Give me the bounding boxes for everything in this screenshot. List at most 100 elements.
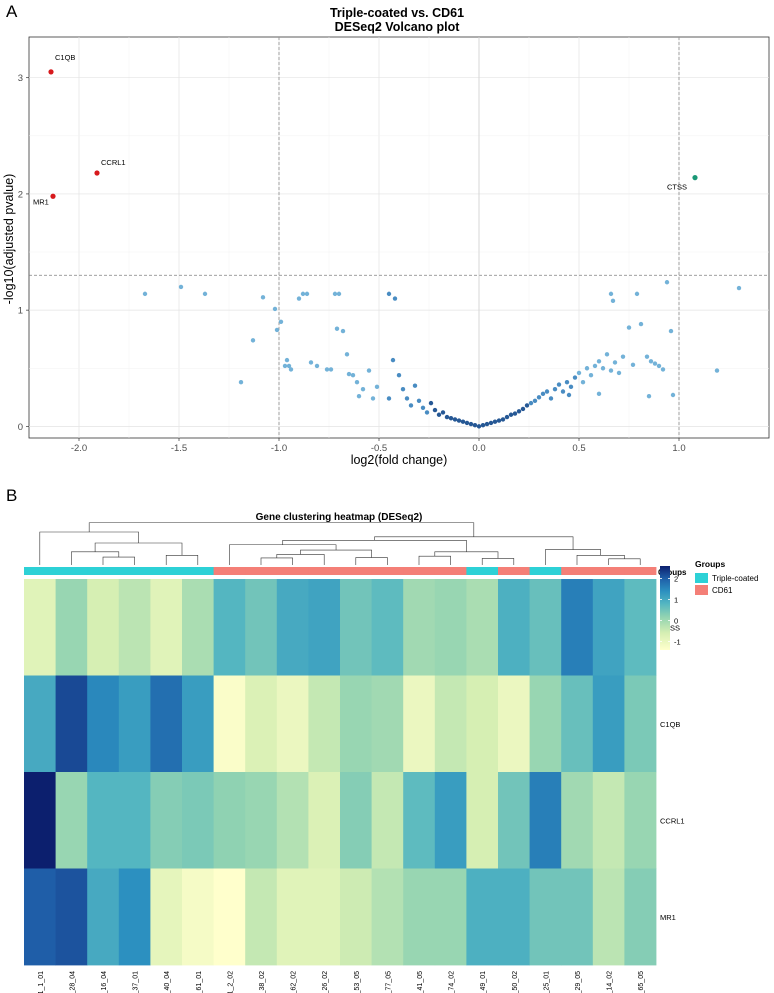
significant-point <box>94 170 100 176</box>
x-tick-label: 1.0 <box>672 443 685 454</box>
data-point <box>404 396 410 401</box>
column-label: O65_53_05 <box>354 971 361 993</box>
group-cell <box>87 567 120 575</box>
data-point <box>142 291 148 297</box>
data-point <box>520 406 526 412</box>
data-point <box>644 354 650 359</box>
volcano-x-ticks: -2.0 -1.5 -1.0 -0.5 0.0 0.5 1.0 <box>71 438 686 454</box>
colorbar-tick-label: 0 <box>674 617 678 626</box>
data-point <box>560 389 566 394</box>
data-point <box>656 363 662 369</box>
group-cell <box>561 567 594 575</box>
x-tick-label: 0.0 <box>472 443 485 454</box>
heatmap-cell <box>213 675 246 773</box>
legend-swatch-cd61 <box>695 585 708 595</box>
data-point <box>648 359 654 364</box>
group-cell <box>529 567 562 575</box>
group-cell <box>150 567 183 575</box>
data-point <box>444 414 450 420</box>
heatmap-cell <box>87 772 120 869</box>
heatmap-cell <box>498 868 530 966</box>
volcano-points <box>142 280 742 429</box>
dendrogram-branch <box>481 558 515 565</box>
legend-label-cd61: CD61 <box>712 586 733 595</box>
heatmap-cell <box>624 772 657 869</box>
heatmap-cell <box>276 868 309 966</box>
heatmap-cell <box>561 772 594 869</box>
heatmap-row-labels: CTSS C1QB CCRL1 MR1 <box>660 623 685 922</box>
column-label: O61_1_01 <box>38 971 45 993</box>
group-cell <box>182 567 214 575</box>
significant-point <box>48 69 54 75</box>
data-point <box>504 414 510 420</box>
heatmap-cell <box>403 868 436 966</box>
colorbar-ticks: 2 1 0 -1 <box>660 575 681 647</box>
data-point <box>278 319 284 324</box>
data-point <box>528 400 534 406</box>
data-point <box>626 325 632 330</box>
gene-label: C1QB <box>55 53 75 62</box>
data-point <box>440 410 446 415</box>
column-label: O64_38_02 <box>259 971 266 993</box>
data-point <box>332 291 338 297</box>
heatmap-cell <box>308 675 341 773</box>
heatmap-cell <box>340 772 372 869</box>
data-point <box>584 366 590 371</box>
group-cell <box>624 567 657 575</box>
row-label: C1QB <box>660 720 680 729</box>
volcano-title: Triple-coated vs. CD61 <box>330 6 464 20</box>
y-tick-label: 1 <box>18 306 23 317</box>
dendrogram-branch <box>545 549 601 565</box>
data-point <box>524 403 530 408</box>
data-point <box>508 412 514 417</box>
dendrogram-branch <box>434 551 499 559</box>
data-point <box>412 383 418 388</box>
heatmap-cell <box>245 772 278 869</box>
data-point <box>420 405 426 410</box>
heatmap-cell <box>624 868 657 966</box>
column-label: O63_29_05 <box>575 971 582 993</box>
group-cell <box>403 567 436 575</box>
x-tick-label: -1.5 <box>171 443 187 454</box>
data-point <box>370 396 376 401</box>
data-point <box>608 368 614 373</box>
data-point <box>612 360 618 365</box>
heatmap-cell <box>118 868 151 966</box>
heatmap-cell <box>403 772 436 869</box>
heatmap-cell <box>371 772 404 869</box>
data-point <box>386 396 392 401</box>
heatmap-cell <box>245 675 278 773</box>
heatmap-cell <box>340 675 372 773</box>
data-point <box>476 424 482 429</box>
data-point <box>314 363 320 369</box>
volcano-xlabel: log2(fold change) <box>351 453 448 467</box>
heatmap-cell <box>55 868 88 966</box>
x-tick-label: -2.0 <box>71 443 87 454</box>
legend-title: Groups <box>695 559 725 569</box>
column-dendrogram <box>39 522 641 565</box>
column-label: O66_65_05 <box>638 971 645 993</box>
heatmap-cell <box>434 868 467 966</box>
group-cell <box>466 567 499 575</box>
data-point <box>638 321 644 327</box>
volcano-panel <box>28 36 770 439</box>
heatmap-cell <box>529 868 562 966</box>
data-point <box>356 393 362 399</box>
heatmap-cell <box>150 772 183 869</box>
heatmap-cell <box>340 868 372 966</box>
heatmap-cell <box>624 675 657 773</box>
dendrogram-branch <box>102 556 135 565</box>
panel-label-a: A <box>6 2 18 21</box>
heatmap-cell <box>466 579 499 676</box>
data-point <box>540 391 546 397</box>
data-point <box>652 361 658 366</box>
data-point <box>300 291 306 297</box>
dendrogram-branch <box>418 555 451 565</box>
volcano-subtitle: DESeq2 Volcano plot <box>335 20 461 34</box>
data-point <box>568 384 574 390</box>
column-label: O62_14_02 <box>607 971 614 993</box>
data-point <box>572 375 578 380</box>
data-point <box>596 391 602 397</box>
data-point <box>452 417 458 422</box>
